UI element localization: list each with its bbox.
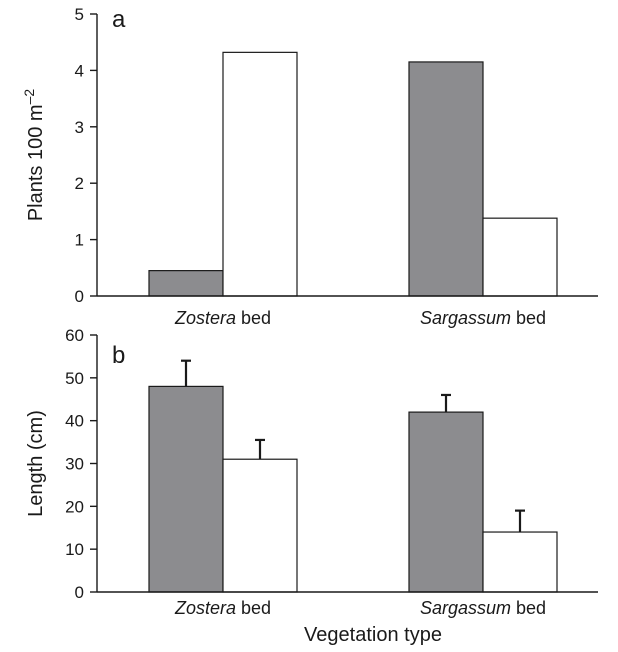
bar: [482, 217, 558, 297]
bar: [408, 411, 484, 593]
bar: [222, 51, 298, 297]
y-tick-label: 30: [65, 455, 84, 474]
category-label-suffix: bed: [236, 598, 271, 618]
y-axis-title-text: Plants 100 m: [25, 104, 47, 221]
bar: [148, 270, 224, 297]
y-axis-title: Plants 100 m–2: [21, 89, 47, 222]
category-label-genus: Zostera: [174, 598, 236, 618]
y-tick-label: 2: [75, 174, 84, 193]
y-tick-label: 3: [75, 118, 84, 137]
y-axis-title-superscript: –2: [21, 89, 37, 105]
category-label: Zostera bed: [174, 598, 271, 618]
category-label: Sargassum bed: [420, 598, 546, 618]
y-tick-label: 50: [65, 369, 84, 388]
category-label: Sargassum bed: [420, 308, 546, 328]
bar: [222, 458, 298, 593]
panel-letter: b: [112, 342, 125, 369]
category-label-suffix: bed: [511, 308, 546, 328]
category-label-genus: Sargassum: [420, 598, 511, 618]
y-tick-label: 4: [75, 61, 84, 80]
y-tick-label: 0: [75, 583, 84, 602]
x-axis-title: Vegetation type: [304, 624, 442, 646]
bar: [148, 385, 224, 593]
bar: [408, 61, 484, 297]
y-tick-label: 5: [75, 5, 84, 24]
category-label-genus: Zostera: [174, 308, 236, 328]
category-label-suffix: bed: [511, 598, 546, 618]
y-tick-label: 20: [65, 497, 84, 516]
y-axis-title-text: Length (cm): [25, 410, 47, 517]
bar: [482, 531, 558, 593]
y-tick-label: 0: [75, 287, 84, 306]
panel-letter: a: [112, 6, 126, 33]
y-tick-label: 10: [65, 540, 84, 559]
category-label-genus: Sargassum: [420, 308, 511, 328]
category-label: Zostera bed: [174, 308, 271, 328]
y-tick-label: 40: [65, 412, 84, 431]
y-axis-title: Length (cm): [25, 410, 47, 517]
category-label-suffix: bed: [236, 308, 271, 328]
y-tick-label: 60: [65, 326, 84, 345]
y-tick-label: 1: [75, 231, 84, 250]
